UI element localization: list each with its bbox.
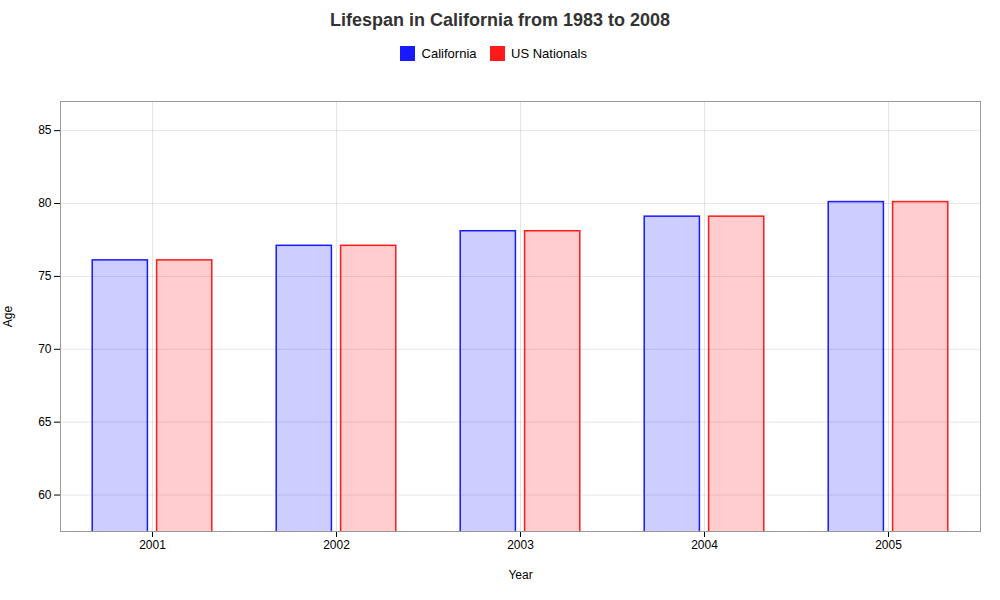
- svg-text:75: 75: [38, 269, 52, 283]
- html-text:Lifespan in California from 19: Lifespan in California from 1983 to 2008: [329, 10, 670, 30]
- html-text:California: California: [421, 46, 477, 61]
- svg-text:85: 85: [38, 123, 52, 137]
- svg-text:Age: Age: [1, 305, 15, 327]
- svg-text:65: 65: [38, 415, 52, 429]
- html-text:US Nationals: US Nationals: [511, 46, 587, 61]
- svg-text:70: 70: [38, 342, 52, 356]
- svg-text:60: 60: [38, 487, 52, 501]
- svg-text:2004: 2004: [691, 538, 718, 552]
- svg-text:2001: 2001: [139, 538, 166, 552]
- svg-text:Year: Year: [508, 567, 532, 581]
- svg-text:80: 80: [38, 196, 52, 210]
- svg-text:2003: 2003: [507, 538, 534, 552]
- svg-text:2002: 2002: [323, 538, 350, 552]
- svg-text:2005: 2005: [875, 538, 902, 552]
